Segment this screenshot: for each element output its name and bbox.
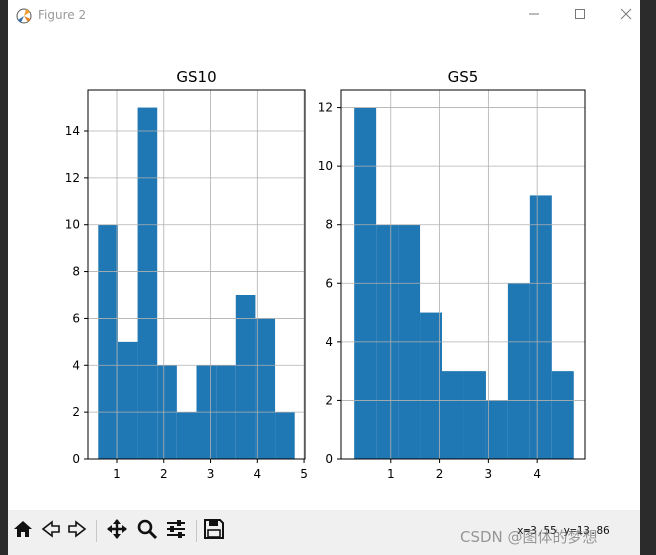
- x-tick-label: 3: [207, 467, 215, 481]
- close-button[interactable]: [603, 0, 649, 32]
- chart-title: GS10: [176, 68, 216, 86]
- axes-frame: [87, 89, 306, 460]
- histogram-bar: [275, 412, 295, 459]
- save-icon: [203, 518, 225, 544]
- y-tick-label: 8: [72, 265, 80, 279]
- y-tick-label: 0: [325, 452, 333, 466]
- back-icon: [40, 518, 62, 544]
- pan-icon: [106, 518, 128, 544]
- x-tick-label: 1: [387, 467, 395, 481]
- home-button[interactable]: [10, 518, 36, 544]
- save-button[interactable]: [201, 518, 227, 544]
- histogram-bar: [507, 283, 530, 459]
- figure-canvas[interactable]: 1 2 3 4 5 0 2 4 6 8 10 12 14 GS10 1 2 3 4 0 2 4 6 8 10 12 GS5: [8, 32, 640, 510]
- watermark: CSDN @图体的梦想: [460, 528, 598, 546]
- histogram-bar: [117, 341, 138, 459]
- y-tick-label: 4: [325, 335, 333, 349]
- navigation-toolbar: [8, 510, 640, 555]
- y-tick-label: 12: [318, 101, 333, 115]
- histogram-bar: [463, 371, 486, 459]
- histogram-bar: [235, 295, 256, 459]
- close-icon: [620, 8, 632, 24]
- histogram-bar: [176, 412, 197, 459]
- histogram-bar: [420, 312, 443, 459]
- cursor-coordinates: x=3.55 y=13.86: [517, 524, 610, 537]
- window-title: Figure 2: [38, 8, 87, 22]
- y-tick-label: 10: [65, 218, 80, 232]
- axes-frame: [340, 89, 586, 460]
- maximize-button[interactable]: [557, 0, 603, 32]
- toolbar-separator: [96, 520, 97, 542]
- y-tick-label: 14: [65, 124, 80, 138]
- histogram-bar: [137, 107, 158, 460]
- y-tick-label: 10: [318, 159, 333, 173]
- histogram-bar: [442, 371, 464, 459]
- configure-subplots-button[interactable]: [163, 518, 189, 544]
- home-icon: [12, 518, 34, 544]
- forward-button[interactable]: [64, 518, 90, 544]
- x-tick-label: 1: [113, 467, 121, 481]
- chart-title: GS5: [448, 68, 479, 86]
- configure-subplots-icon: [165, 518, 187, 544]
- histogram-bar: [98, 224, 118, 459]
- x-tick-label: 2: [436, 467, 444, 481]
- y-tick-label: 12: [65, 171, 80, 185]
- y-tick-label: 2: [325, 393, 333, 407]
- histogram-bar: [255, 318, 276, 459]
- x-tick-label: 5: [300, 467, 308, 481]
- histogram-bar: [485, 400, 508, 459]
- zoom-icon: [136, 518, 158, 544]
- title-bar[interactable]: Figure 2: [8, 0, 640, 32]
- y-tick-label: 6: [325, 276, 333, 290]
- histogram-bar: [551, 371, 574, 459]
- zoom-button[interactable]: [134, 518, 160, 544]
- minimize-button[interactable]: [511, 0, 557, 32]
- figure-window: Figure 2 1 2 3 4 5 0 2 4 6 8 10 12 14 GS10 1 2 3 4 0 2 4 6 8 10…: [8, 0, 640, 555]
- forward-icon: [66, 518, 88, 544]
- toolbar-separator: [196, 520, 197, 542]
- back-button[interactable]: [38, 518, 64, 544]
- y-tick-label: 4: [72, 358, 80, 372]
- pan-button[interactable]: [104, 518, 130, 544]
- x-tick-label: 2: [160, 467, 168, 481]
- maximize-icon: [574, 8, 586, 24]
- x-tick-label: 4: [533, 467, 541, 481]
- matplotlib-logo-icon: [14, 6, 34, 26]
- y-tick-label: 0: [72, 452, 80, 466]
- histogram-bar: [529, 195, 552, 459]
- x-tick-label: 3: [485, 467, 493, 481]
- y-tick-label: 8: [325, 218, 333, 232]
- y-tick-label: 2: [72, 405, 80, 419]
- minimize-icon: [528, 8, 540, 24]
- x-tick-label: 4: [253, 467, 261, 481]
- y-tick-label: 6: [72, 311, 80, 325]
